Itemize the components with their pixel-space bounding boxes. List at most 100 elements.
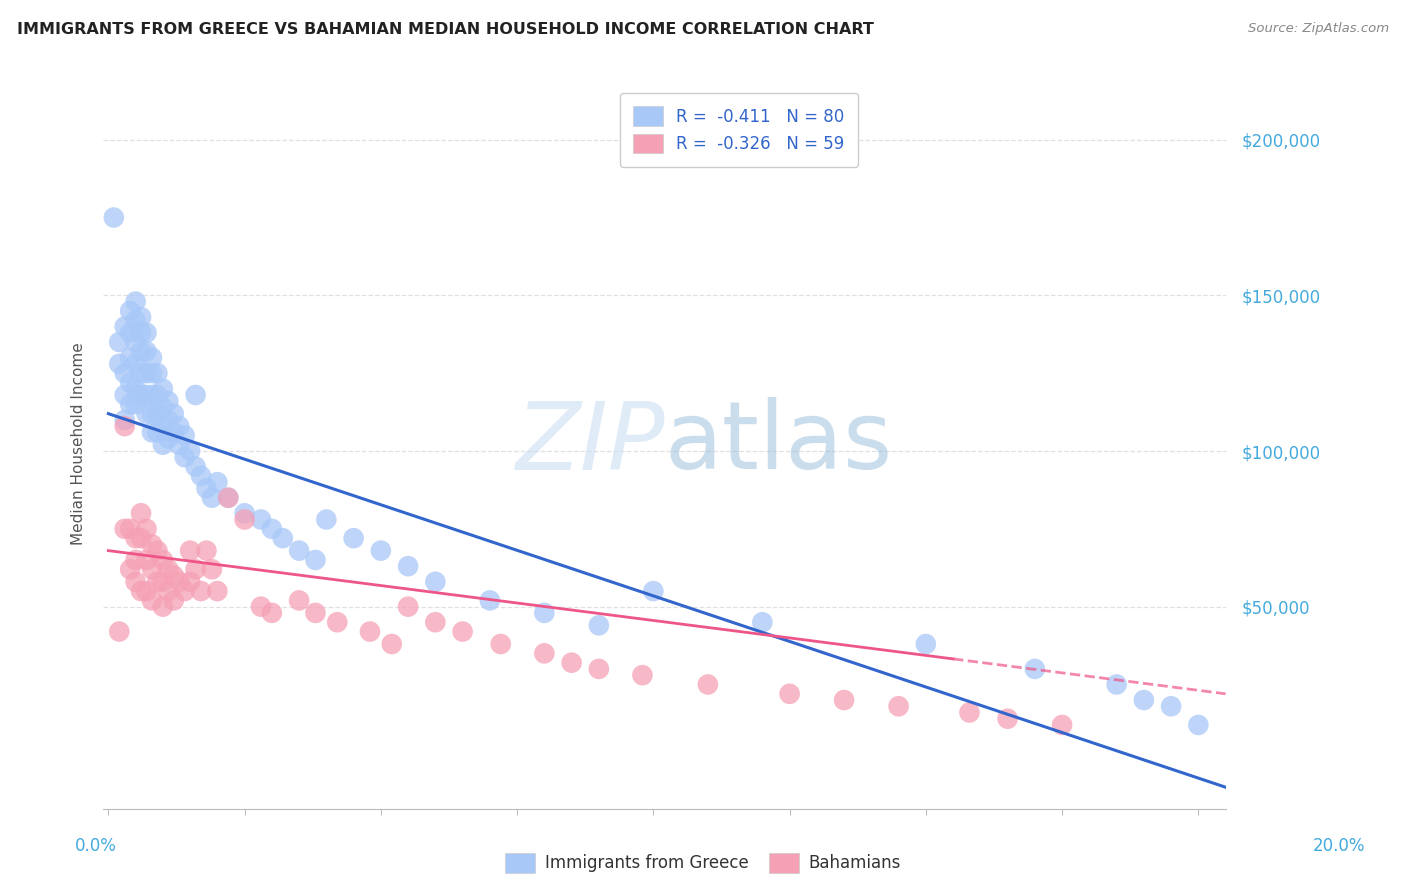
Point — [114, 319, 136, 334]
Point — [217, 491, 239, 505]
Point — [129, 366, 152, 380]
Point — [315, 512, 337, 526]
Point — [173, 450, 195, 465]
Point — [288, 543, 311, 558]
Point — [141, 537, 163, 551]
Point — [129, 344, 152, 359]
Point — [124, 357, 146, 371]
Point — [1187, 718, 1209, 732]
Point — [108, 334, 131, 349]
Point — [157, 584, 180, 599]
Point — [120, 522, 142, 536]
Point — [643, 584, 665, 599]
Point — [124, 553, 146, 567]
Point — [120, 562, 142, 576]
Text: 20.0%: 20.0% — [1312, 837, 1365, 855]
Point — [304, 553, 326, 567]
Point — [184, 459, 207, 474]
Point — [173, 584, 195, 599]
Point — [167, 419, 190, 434]
Point — [1160, 699, 1182, 714]
Point — [129, 584, 152, 599]
Legend: Immigrants from Greece, Bahamians: Immigrants from Greece, Bahamians — [498, 847, 908, 880]
Point — [129, 531, 152, 545]
Point — [233, 512, 256, 526]
Point — [167, 574, 190, 589]
Point — [489, 637, 512, 651]
Point — [152, 553, 174, 567]
Point — [129, 310, 152, 325]
Point — [359, 624, 381, 639]
Point — [108, 624, 131, 639]
Point — [288, 593, 311, 607]
Point — [425, 574, 447, 589]
Point — [997, 712, 1019, 726]
Point — [114, 419, 136, 434]
Point — [195, 481, 218, 495]
Point — [152, 599, 174, 614]
Point — [533, 646, 555, 660]
Point — [1133, 693, 1156, 707]
Point — [124, 313, 146, 327]
Point — [120, 304, 142, 318]
Point — [146, 425, 169, 440]
Point — [260, 522, 283, 536]
Point — [631, 668, 654, 682]
Point — [141, 366, 163, 380]
Point — [135, 553, 157, 567]
Point — [163, 593, 186, 607]
Text: atlas: atlas — [664, 397, 893, 489]
Point — [124, 397, 146, 411]
Point — [141, 388, 163, 402]
Point — [342, 531, 364, 545]
Point — [179, 444, 201, 458]
Point — [696, 677, 718, 691]
Point — [201, 491, 224, 505]
Point — [120, 397, 142, 411]
Point — [152, 401, 174, 415]
Point — [201, 562, 224, 576]
Point — [157, 394, 180, 409]
Point — [124, 294, 146, 309]
Point — [114, 413, 136, 427]
Point — [114, 388, 136, 402]
Point — [381, 637, 404, 651]
Point — [250, 599, 273, 614]
Point — [533, 606, 555, 620]
Point — [425, 615, 447, 630]
Point — [114, 522, 136, 536]
Point — [152, 438, 174, 452]
Point — [135, 522, 157, 536]
Point — [135, 366, 157, 380]
Text: ZIP: ZIP — [515, 398, 664, 489]
Point — [370, 543, 392, 558]
Point — [190, 469, 212, 483]
Point — [478, 593, 501, 607]
Point — [163, 407, 186, 421]
Point — [195, 543, 218, 558]
Point — [167, 438, 190, 452]
Point — [135, 388, 157, 402]
Point — [157, 562, 180, 576]
Point — [129, 326, 152, 340]
Point — [1105, 677, 1128, 691]
Point — [124, 382, 146, 396]
Point — [157, 432, 180, 446]
Point — [108, 357, 131, 371]
Point — [250, 512, 273, 526]
Point — [173, 428, 195, 442]
Point — [146, 366, 169, 380]
Point — [124, 531, 146, 545]
Point — [588, 662, 610, 676]
Point — [451, 624, 474, 639]
Point — [271, 531, 294, 545]
Point — [233, 506, 256, 520]
Point — [146, 407, 169, 421]
Point — [304, 606, 326, 620]
Text: 0.0%: 0.0% — [75, 837, 117, 855]
Point — [959, 706, 981, 720]
Point — [141, 351, 163, 365]
Point — [146, 388, 169, 402]
Point — [157, 413, 180, 427]
Point — [124, 334, 146, 349]
